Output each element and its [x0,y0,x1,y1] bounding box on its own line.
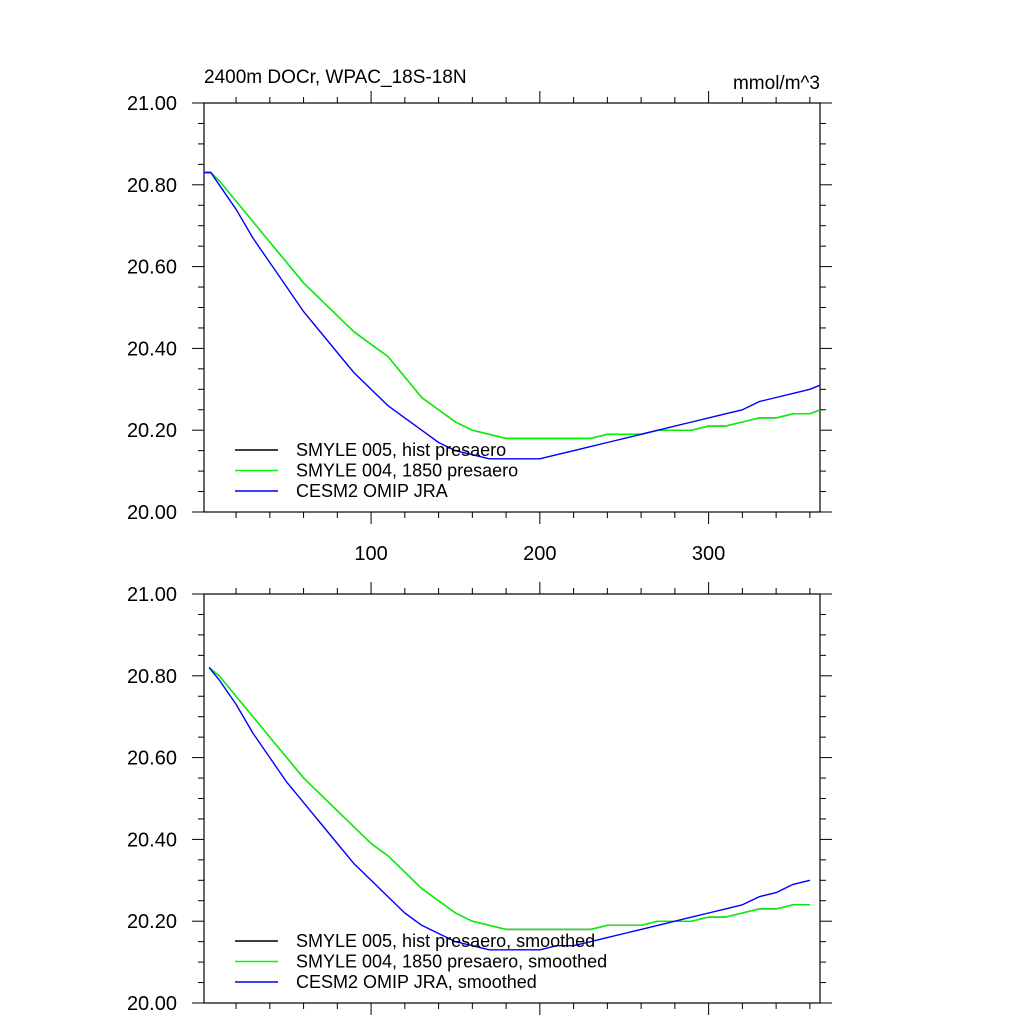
legend-label: SMYLE 005, hist presaero, smoothed [296,931,595,951]
y-tick-label: 20.60 [127,748,177,770]
legend-label: SMYLE 004, 1850 presaero, smoothed [296,952,607,972]
top-panel: 20.00 20.20 20.40 20.60 20.80 21.00 100 200 300 2… [127,67,832,565]
series-line-2 [208,667,811,951]
legend-label: SMYLE 004, 1850 presaero [296,461,518,481]
legend-label: CESM2 OMIP JRA, smoothed [296,972,537,992]
y-tick-label: 20.40 [127,338,177,360]
chart-title: 2400m DOCr, WPAC_18S-18N [204,67,467,88]
series-line-0 [208,667,810,931]
series-line-1 [208,667,810,931]
y-tick-label: 21.00 [127,93,177,115]
legend-label: SMYLE 005, hist presaero [296,440,506,460]
y-tick-label: 20.20 [127,420,177,442]
legend-label: CESM2 OMIP JRA [296,481,448,501]
series-line-0 [204,171,821,440]
x-tick-label: 200 [523,543,556,565]
y-tick-label: 20.60 [127,257,177,279]
y-tick-label: 20.00 [127,993,177,1015]
x-tick-label: 300 [692,543,725,565]
y-tick-label: 21.00 [127,584,177,606]
series-line-1 [204,171,821,440]
x-tick-label: 100 [354,543,387,565]
y-tick-label: 20.20 [127,911,177,933]
units-label: mmol/m^3 [733,73,820,94]
y-tick-label: 20.80 [127,175,177,197]
bottom-panel: 20.00 20.20 20.40 20.60 20.80 21.00 SMYLE 005,… [127,582,832,1015]
y-tick-label: 20.40 [127,829,177,851]
y-tick-label: 20.00 [127,502,177,524]
y-tick-label: 20.80 [127,666,177,688]
series-line-2 [204,171,821,460]
